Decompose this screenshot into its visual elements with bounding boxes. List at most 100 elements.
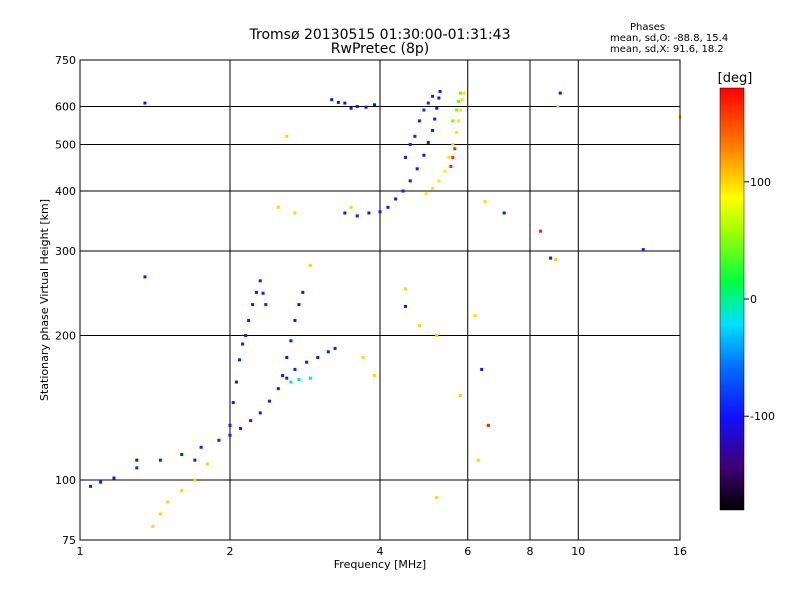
data-point	[462, 91, 466, 95]
data-point	[336, 100, 340, 104]
data-point	[364, 105, 368, 109]
stats-header: Phases	[630, 22, 666, 33]
data-point	[217, 438, 221, 442]
data-point	[460, 98, 464, 102]
data-point	[166, 500, 170, 504]
data-point	[476, 458, 480, 462]
data-point	[244, 334, 248, 338]
data-point	[403, 304, 407, 308]
data-points	[89, 89, 682, 529]
data-point	[394, 197, 398, 201]
data-point	[438, 89, 442, 93]
data-point	[403, 155, 407, 159]
data-point	[193, 478, 197, 482]
y-tick-label: 100	[55, 474, 76, 487]
data-point	[180, 489, 184, 493]
colorbar-label: [deg]	[718, 71, 753, 86]
data-point	[473, 314, 477, 318]
data-point	[158, 458, 162, 462]
data-point	[426, 101, 430, 105]
data-point	[553, 258, 557, 262]
data-point	[281, 374, 285, 378]
data-point	[483, 200, 487, 204]
data-point	[502, 211, 506, 215]
colorbar-tick-label: 100	[750, 176, 771, 189]
data-point	[285, 376, 289, 380]
y-axis-ticks: 75 100 200 300 400 500 600 750	[55, 54, 76, 547]
data-point	[435, 334, 439, 338]
x-axis-label: Frequency [MHz]	[334, 558, 426, 571]
data-point	[431, 128, 435, 132]
x-tick-label: 1	[77, 545, 84, 558]
data-point	[378, 210, 382, 214]
data-point	[99, 480, 103, 484]
data-point	[267, 399, 271, 403]
data-point	[285, 355, 289, 359]
data-point	[457, 99, 461, 103]
x-tick-label: 8	[527, 545, 534, 558]
data-point	[112, 476, 116, 480]
data-point	[433, 117, 437, 121]
data-point	[158, 512, 162, 516]
data-point	[437, 96, 441, 100]
data-point	[199, 445, 203, 449]
x-tick-label: 4	[377, 545, 384, 558]
data-point	[451, 119, 455, 123]
data-point	[343, 101, 347, 105]
data-point	[449, 164, 453, 168]
y-tick-label: 600	[55, 101, 76, 114]
grid-lines	[80, 60, 680, 540]
y-axis-label: Stationary phase Virtual Height [km]	[38, 199, 51, 401]
data-point	[264, 303, 268, 307]
data-point	[443, 169, 447, 173]
y-tick-label: 500	[55, 139, 76, 152]
x-tick-label: 6	[464, 545, 471, 558]
data-point	[349, 205, 353, 209]
data-point	[417, 323, 421, 327]
data-point	[143, 101, 147, 105]
data-point	[455, 130, 459, 134]
y-tick-label: 750	[55, 54, 76, 67]
data-point	[308, 263, 312, 267]
data-point	[297, 377, 301, 381]
data-point	[180, 453, 184, 457]
data-point	[415, 167, 419, 171]
data-point	[355, 214, 359, 218]
data-point	[422, 108, 426, 112]
data-point	[458, 394, 462, 398]
data-point	[451, 143, 455, 147]
data-point	[143, 275, 147, 279]
data-point	[330, 98, 334, 102]
data-point	[641, 248, 645, 252]
y-tick-label: 400	[55, 185, 76, 198]
stats-o-mode: mean, sd,O: -88.8, 15.4	[610, 33, 729, 44]
data-point	[151, 525, 155, 529]
data-point	[486, 423, 490, 427]
y-tick-label: 300	[55, 245, 76, 258]
data-point	[431, 94, 435, 98]
x-tick-label: 2	[227, 545, 234, 558]
data-point	[135, 466, 139, 470]
data-point	[316, 355, 320, 359]
chart-subtitle: RwPretec (8p)	[330, 41, 430, 57]
data-point	[457, 119, 461, 123]
data-point	[251, 303, 255, 307]
data-point	[435, 106, 439, 110]
data-point	[249, 419, 253, 423]
data-point	[451, 155, 455, 159]
data-point	[258, 411, 262, 415]
data-point	[361, 355, 365, 359]
data-point	[355, 105, 359, 109]
data-point	[293, 211, 297, 215]
data-point	[301, 290, 305, 294]
data-point	[228, 423, 232, 427]
data-point	[241, 342, 245, 346]
data-point	[549, 256, 553, 260]
data-point	[367, 211, 371, 215]
data-point	[403, 287, 407, 291]
data-point	[343, 211, 347, 215]
data-point	[228, 433, 232, 437]
colorbar-ticks: 100 0 -100	[744, 176, 775, 423]
data-point	[408, 179, 412, 183]
